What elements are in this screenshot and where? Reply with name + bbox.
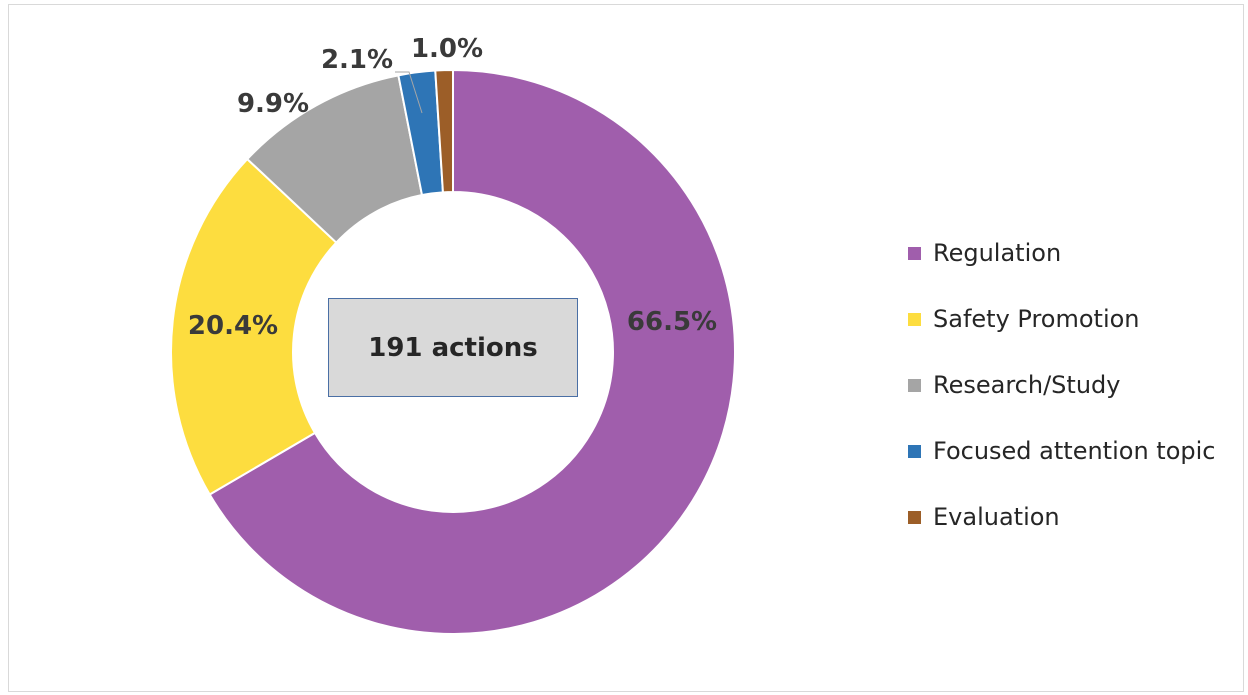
legend-label-focused-attention-topic: Focused attention topic: [933, 437, 1216, 465]
legend-item-safety-promotion: Safety Promotion: [908, 286, 1215, 352]
legend-label-regulation: Regulation: [933, 239, 1062, 267]
legend-item-research-study: Research/Study: [908, 352, 1215, 418]
legend-swatch-regulation: [908, 246, 921, 260]
leader-line-focused-attention-topic: [395, 71, 423, 114]
legend-item-focused-attention-topic: Focused attention topic: [908, 418, 1215, 484]
slice-regulation: [208, 68, 736, 635]
legend-label-research-study: Research/Study: [933, 371, 1121, 399]
leader-lines: [395, 71, 423, 114]
legend-item-evaluation: Evaluation: [908, 484, 1215, 550]
data-label-focused-attention-topic: 2.1%: [321, 45, 393, 75]
data-label-research-study: 9.9%: [237, 89, 309, 119]
donut-slices: [170, 68, 736, 635]
legend-swatch-research-study: [908, 378, 921, 392]
data-label-safety-promotion: 20.4%: [188, 311, 278, 341]
legend-item-regulation: Regulation: [908, 220, 1215, 286]
center-label: 191 actions: [328, 298, 578, 397]
data-label-evaluation: 1.0%: [411, 34, 483, 64]
legend: Regulation Safety Promotion Research/Study…: [908, 220, 1215, 550]
slice-evaluation: [434, 68, 454, 194]
slice-safety-promotion: [170, 157, 338, 496]
data-label-regulation: 66.5%: [627, 307, 717, 337]
legend-swatch-safety-promotion: [908, 312, 921, 326]
legend-swatch-focused-attention-topic: [908, 444, 921, 458]
legend-label-safety-promotion: Safety Promotion: [933, 305, 1140, 333]
legend-swatch-evaluation: [908, 510, 921, 524]
legend-label-evaluation: Evaluation: [933, 503, 1060, 531]
data-labels: 66.5% 20.4% 9.9% 2.1% 1.0%: [188, 34, 717, 341]
